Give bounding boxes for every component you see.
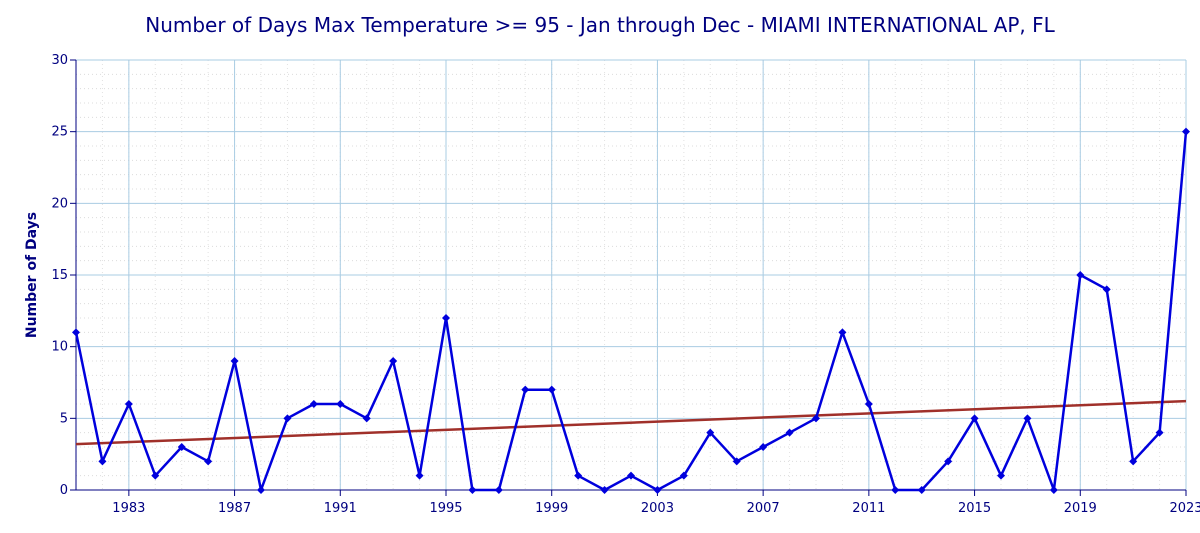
x-tick-label: 2003 (641, 501, 674, 516)
data-point[interactable] (309, 400, 318, 408)
x-tick-label: 1983 (112, 501, 145, 516)
x-tick-label: 1987 (218, 501, 251, 516)
y-tick-label: 25 (51, 125, 68, 140)
x-tick-label: 1999 (535, 501, 568, 516)
x-tick-label: 2019 (1064, 501, 1097, 516)
tick-labels: 0 5 10 15 20 25 30 1983 1987 1991 1995 1999 2003 2007… (51, 53, 1200, 516)
data-point[interactable] (891, 486, 900, 494)
data-point[interactable] (230, 357, 239, 365)
series-layer (72, 127, 1190, 494)
x-tick-label: 2011 (852, 501, 885, 516)
data-point[interactable] (336, 400, 345, 408)
x-tick-label: 2007 (747, 501, 780, 516)
data-point[interactable] (72, 328, 80, 337)
y-tick-label: 30 (51, 53, 68, 68)
trend-line (75, 399, 1187, 446)
data-point[interactable] (627, 471, 635, 480)
axes (70, 59, 1187, 496)
x-tick-label: 2015 (958, 501, 991, 516)
x-tick-label: 2023 (1169, 501, 1200, 516)
data-point[interactable] (494, 486, 503, 494)
data-point[interactable] (98, 457, 107, 466)
data-point[interactable] (468, 486, 477, 494)
data-point[interactable] (1129, 457, 1138, 466)
data-point[interactable] (521, 385, 530, 394)
data-point[interactable] (389, 357, 398, 365)
data-point[interactable] (759, 443, 768, 451)
data-point[interactable] (257, 486, 265, 494)
data-point[interactable] (283, 414, 292, 423)
data-point[interactable] (124, 400, 133, 408)
x-tick-label: 1991 (324, 501, 357, 516)
data-point[interactable] (177, 443, 186, 451)
data-point[interactable] (706, 428, 715, 437)
data-point[interactable] (917, 486, 926, 494)
data-point[interactable] (812, 414, 820, 423)
data-point[interactable] (1182, 127, 1190, 136)
data-point[interactable] (204, 457, 213, 466)
data-point[interactable] (970, 414, 979, 423)
data-point[interactable] (864, 400, 873, 408)
data-point[interactable] (732, 457, 741, 466)
data-point[interactable] (600, 486, 609, 494)
data-point[interactable] (574, 471, 583, 480)
y-tick-label: 20 (51, 196, 68, 211)
data-point[interactable] (997, 471, 1005, 480)
gridlines (75, 59, 1187, 491)
data-point[interactable] (838, 328, 847, 337)
y-tick-label: 5 (60, 411, 68, 426)
data-point[interactable] (1076, 271, 1085, 279)
data-point[interactable] (785, 428, 794, 437)
data-point[interactable] (1023, 414, 1032, 423)
chart-title: Number of Days Max Temperature >= 95 - J… (145, 13, 1055, 37)
y-tick-label: 10 (51, 340, 68, 355)
x-tick-label: 1995 (429, 501, 462, 516)
data-point[interactable] (944, 457, 953, 466)
data-point[interactable] (1102, 285, 1111, 294)
data-point[interactable] (653, 486, 662, 494)
y-tick-label: 15 (51, 268, 68, 283)
y-axis-label: Number of Days (24, 212, 40, 338)
y-tick-label: 0 (60, 483, 68, 498)
data-point[interactable] (679, 471, 688, 480)
data-point[interactable] (415, 471, 424, 480)
data-point[interactable] (151, 471, 160, 480)
data-point[interactable] (547, 385, 556, 394)
data-point[interactable] (442, 314, 450, 322)
data-point[interactable] (1155, 428, 1164, 437)
data-point[interactable] (1049, 486, 1058, 494)
data-point[interactable] (362, 414, 371, 423)
